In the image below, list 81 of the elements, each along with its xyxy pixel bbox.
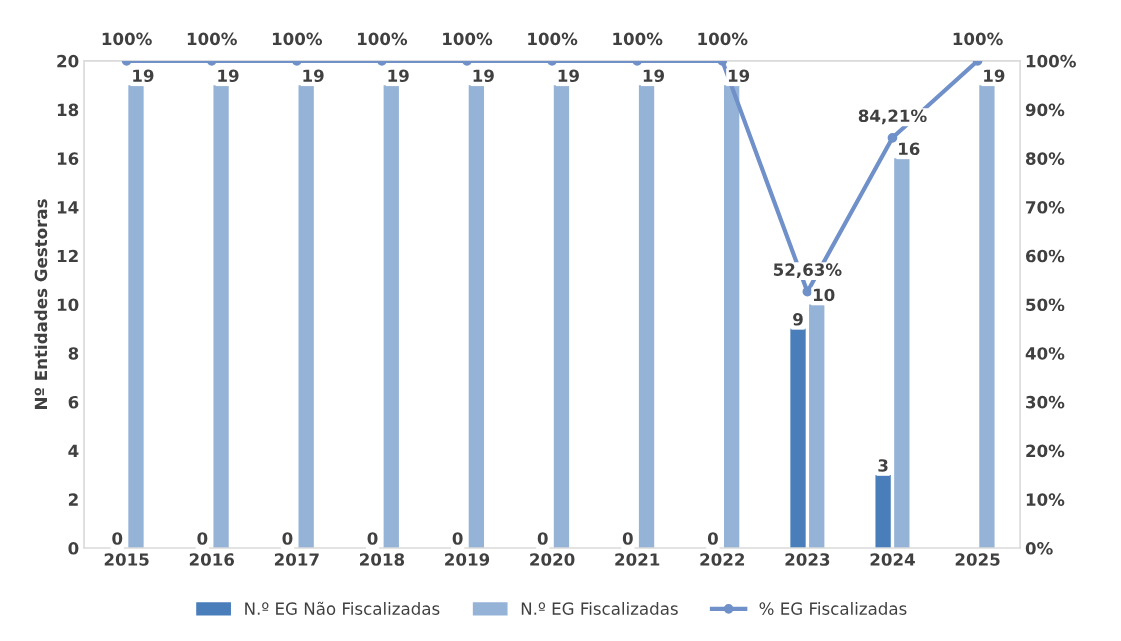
bar: [553, 85, 570, 549]
data-label: 19: [133, 69, 154, 83]
y-axis-title: Nº Entidades Gestoras: [34, 199, 48, 409]
data-label: 100%: [528, 32, 578, 46]
data-label: 52,63%: [773, 263, 842, 279]
y2-tick-label: 90%: [1025, 103, 1065, 117]
data-label: 19: [558, 69, 579, 83]
x-tick-label: 2024: [870, 553, 915, 566]
data-label: 100%: [187, 32, 237, 46]
data-label: 0: [537, 532, 548, 545]
y2-tick-label: 30%: [1026, 395, 1065, 409]
y2-tick-label: 60%: [1026, 249, 1065, 263]
y-tick-label: 14: [57, 201, 79, 214]
bar: [875, 474, 891, 549]
data-label: 9: [793, 313, 803, 326]
bar: [894, 158, 910, 549]
x-tick-label: 2015: [104, 553, 149, 566]
bar: [213, 85, 229, 549]
y2-tick-label: 50%: [1026, 298, 1065, 312]
bar: [383, 85, 399, 549]
y2-tick-label: 100%: [1026, 54, 1076, 68]
y2-tick-label: 0%: [1025, 542, 1053, 555]
data-label: 0: [452, 532, 463, 545]
data-label: 19: [473, 69, 494, 83]
data-label: 19: [728, 69, 750, 83]
y-tick-label: 0: [68, 542, 79, 555]
y-tick-label: 6: [68, 395, 79, 409]
bar: [468, 85, 485, 549]
x-tick-label: 2021: [615, 553, 660, 566]
bar: [790, 328, 806, 549]
x-tick-label: 2019: [445, 553, 490, 566]
x-tick-label: 2017: [274, 553, 319, 566]
y-tick-label: 20: [57, 54, 79, 68]
data-label: 84,21%: [858, 109, 927, 125]
bar: [638, 85, 655, 549]
data-label: 16: [899, 142, 920, 156]
data-label: 100%: [698, 32, 748, 46]
x-tick-label: 2025: [955, 553, 1000, 566]
data-label: 0: [367, 532, 378, 545]
data-label: 100%: [613, 32, 663, 46]
y-tick-label: 12: [57, 249, 78, 263]
data-label: 0: [197, 532, 208, 545]
x-tick-label: 2022: [700, 553, 745, 566]
data-label: 10: [813, 288, 835, 302]
y2-tick-label: 10%: [1026, 493, 1065, 506]
y-tick-label: 10: [57, 298, 79, 312]
x-tick-label: 2018: [360, 553, 405, 566]
data-label: 100%: [443, 32, 493, 46]
legend-label: N.º EG Fiscalizadas: [521, 602, 678, 615]
y-tick-label: 8: [68, 347, 79, 360]
y2-tick-label: 80%: [1025, 152, 1065, 165]
data-label: 19: [218, 69, 239, 83]
bar: [979, 85, 995, 549]
data-label: 100%: [102, 32, 152, 46]
legend-label: % EG Fiscalizadas: [759, 602, 907, 615]
data-label: 100%: [953, 32, 1003, 46]
bar: [298, 85, 314, 549]
y-tick-label: 18: [57, 103, 79, 117]
y2-tick-label: 20%: [1026, 444, 1065, 458]
data-label: 100%: [358, 32, 408, 46]
data-label: 19: [388, 69, 409, 83]
data-label: 3: [878, 459, 888, 472]
data-label: 0: [112, 532, 123, 545]
y2-tick-label: 40%: [1025, 347, 1065, 360]
y2-tick-label: 70%: [1026, 201, 1065, 214]
x-tick-label: 2023: [785, 553, 830, 566]
data-label: 0: [622, 532, 633, 545]
x-tick-label: 2016: [189, 553, 235, 566]
data-label: 0: [282, 532, 293, 545]
point: [887, 132, 898, 143]
data-label: 100%: [272, 32, 323, 46]
y-tick-label: 2: [68, 493, 78, 506]
data-label: 19: [643, 69, 665, 83]
legend-label: N.º EG Não Fiscalizadas: [245, 601, 440, 615]
data-label: 0: [707, 532, 718, 545]
y-tick-label: 4: [68, 444, 79, 457]
data-label: 19: [984, 69, 1005, 83]
x-tick-label: 2020: [530, 553, 575, 566]
y-tick-label: 16: [57, 152, 79, 165]
bar: [128, 85, 144, 549]
data-label: 19: [303, 69, 324, 83]
